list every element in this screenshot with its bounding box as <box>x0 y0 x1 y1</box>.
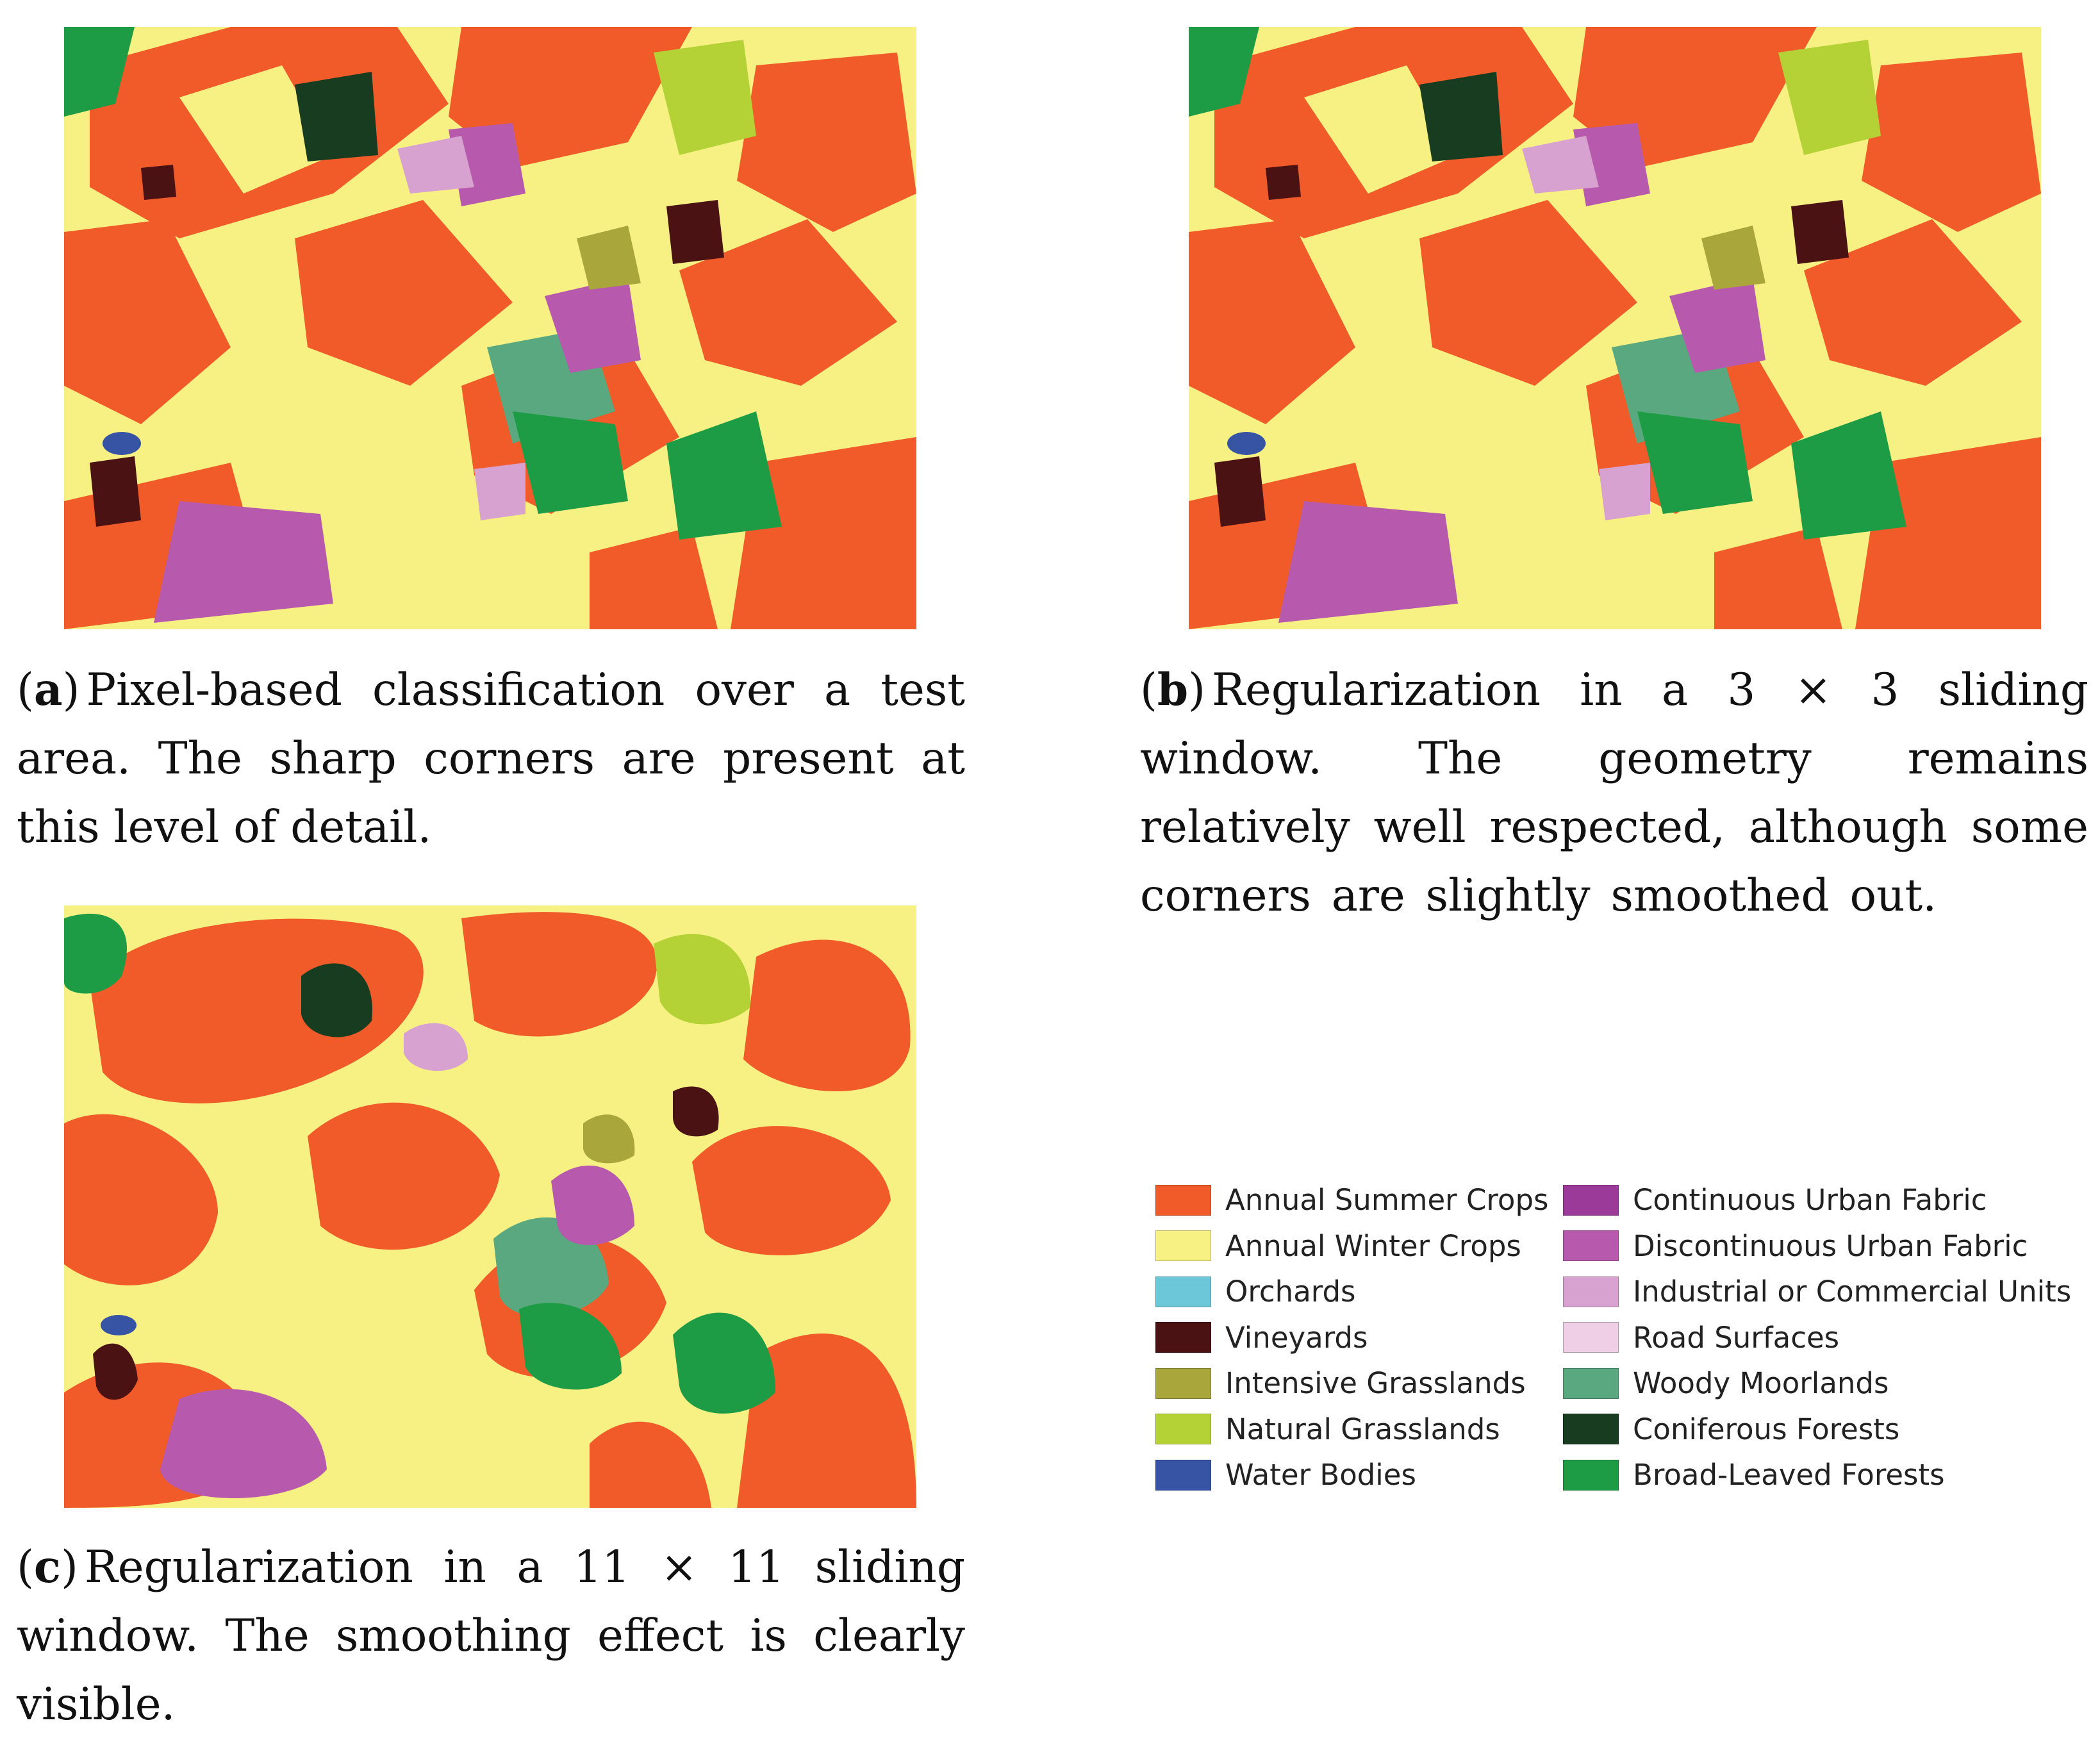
legend-item-vineyards: Vineyards <box>1155 1315 1563 1361</box>
legend-item-broad-leaved-forests: Broad-Leaved Forests <box>1563 1452 2076 1498</box>
legend-swatch <box>1155 1276 1211 1307</box>
caption-b: (b) Regularization in a 3 × 3 sliding win… <box>1140 664 2088 921</box>
legend-label: Broad-Leaved Forests <box>1633 1458 1945 1492</box>
caption-b-label: b) <box>1157 664 1206 716</box>
caption-c: (c) Regularization in a 11 × 11 sliding w… <box>17 1541 965 1730</box>
legend-swatch <box>1563 1459 1619 1491</box>
legend-item-woody-moorlands: Woody Moorlands <box>1563 1360 2076 1407</box>
legend-swatch <box>1563 1276 1619 1307</box>
legend-item-coniferous-forests: Coniferous Forests <box>1563 1407 2076 1453</box>
legend-item-discontinuous-urban-fabric: Discontinuous Urban Fabric <box>1563 1223 2076 1269</box>
legend-item-road-surfaces: Road Surfaces <box>1563 1315 2076 1361</box>
legend-label: Annual Winter Crops <box>1225 1228 1521 1263</box>
legend-swatch <box>1155 1184 1211 1216</box>
legend-item-intensive-grasslands: Intensive Grasslands <box>1155 1360 1563 1407</box>
legend-label: Water Bodies <box>1225 1458 1416 1492</box>
legend-item-orchards: Orchards <box>1155 1269 1563 1315</box>
legend-swatch <box>1155 1459 1211 1491</box>
legend-item-water-bodies: Water Bodies <box>1155 1452 1563 1498</box>
legend-swatch <box>1563 1184 1619 1216</box>
legend-item-industrial-or-commercial-units: Industrial or Commercial Units <box>1563 1269 2076 1315</box>
legend-label: Vineyards <box>1225 1320 1368 1355</box>
legend-swatch <box>1563 1322 1619 1353</box>
legend-item-annual-summer-crops: Annual Summer Crops <box>1155 1177 1563 1223</box>
legend-item-natural-grasslands: Natural Grasslands <box>1155 1407 1563 1453</box>
legend-label: Road Surfaces <box>1633 1320 1840 1355</box>
classification-map-b <box>1189 27 2041 629</box>
classification-map-a <box>64 27 916 629</box>
legend-item-continuous-urban-fabric: Continuous Urban Fabric <box>1563 1177 2076 1223</box>
caption-c-text: Regularization in a 11 × 11 sliding wind… <box>17 1542 965 1730</box>
caption-a-label: a) <box>33 664 80 716</box>
legend-label: Orchards <box>1225 1275 1356 1309</box>
legend-label: Continuous Urban Fabric <box>1633 1183 1987 1218</box>
legend-swatch <box>1155 1230 1211 1262</box>
legend-label: Woody Moorlands <box>1633 1366 1889 1401</box>
legend-swatch <box>1563 1367 1619 1399</box>
caption-b-text: Regularization in a 3 × 3 sliding window… <box>1140 665 2088 921</box>
legend-label: Coniferous Forests <box>1633 1412 1900 1446</box>
legend-label: Intensive Grasslands <box>1225 1366 1526 1401</box>
legend-label: Annual Summer Crops <box>1225 1183 1549 1218</box>
legend-swatch <box>1155 1322 1211 1353</box>
legend-swatch <box>1155 1414 1211 1445</box>
legend-swatch <box>1563 1230 1619 1262</box>
legend-swatch <box>1563 1414 1619 1445</box>
classification-map-c <box>64 905 916 1508</box>
caption-a: (a) Pixel-based classification over a tes… <box>17 664 965 853</box>
legend-item-annual-winter-crops: Annual Winter Crops <box>1155 1223 1563 1269</box>
legend-label: Discontinuous Urban Fabric <box>1633 1228 2028 1263</box>
caption-a-text: Pixel-based classification over a test a… <box>17 665 965 853</box>
legend-swatch <box>1155 1367 1211 1399</box>
legend-label: Natural Grasslands <box>1225 1412 1500 1446</box>
legend-label: Industrial or Commercial Units <box>1633 1275 2072 1309</box>
caption-c-label: c) <box>33 1541 78 1593</box>
land-cover-legend: Annual Summer Crops Continuous Urban Fab… <box>1155 1177 2091 1498</box>
